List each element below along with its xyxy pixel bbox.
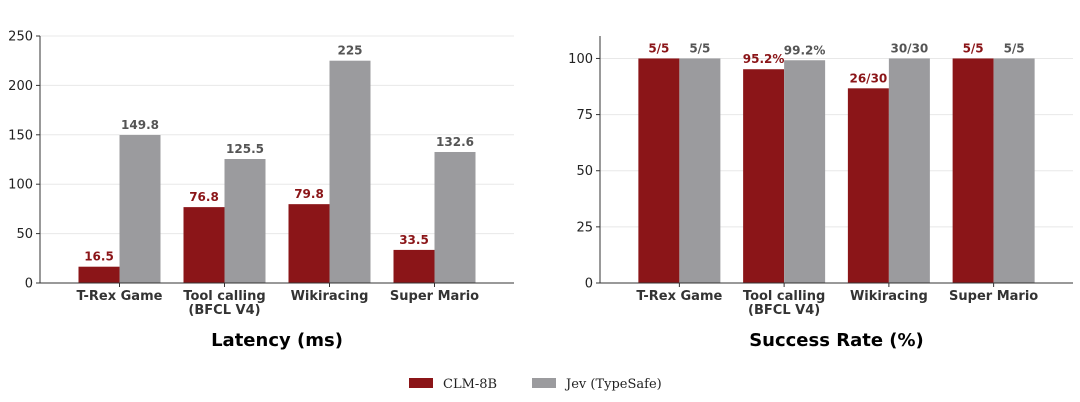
bar-jev: [434, 151, 476, 283]
y-tick-label: 150: [8, 128, 33, 143]
y-tick-label: 50: [16, 227, 33, 242]
y-tick-label: 0: [585, 277, 593, 292]
chart-title: Success Rate (%): [749, 330, 924, 351]
chart-panel-1: 0 50 100 150 200 250 16.5 76.8 79.8 33.5 149.8 125.…: [8, 30, 514, 351]
y-tick-label: 25: [576, 220, 593, 235]
data-label: 30/30: [890, 41, 928, 55]
x-tick-label: Super Mario: [949, 289, 1038, 304]
bar-clm: [183, 207, 225, 283]
y-tick-label: 0: [25, 277, 33, 292]
y-tick-label: 75: [576, 108, 593, 123]
bar-clm: [847, 88, 889, 283]
data-label: 95.2%: [743, 52, 785, 66]
x-tick-label: Super Mario: [390, 289, 479, 304]
x-tick-label: T-Rex Game: [77, 289, 163, 304]
data-label: 99.2%: [784, 43, 826, 57]
bar-clm: [78, 266, 120, 283]
y-tick-label: 50: [576, 164, 593, 179]
bar-jev: [224, 159, 266, 283]
chart-panel-2: 0 25 50 75 100 5/5 95.2% 26/30 5/5 5/5 99.2% 30/30 5…: [568, 36, 1073, 351]
x-tick-label: Wikiracing: [291, 289, 369, 304]
data-label: 5/5: [689, 41, 710, 55]
data-label: 5/5: [963, 41, 984, 55]
data-label: 26/30: [849, 71, 887, 85]
bar-clm: [952, 58, 994, 283]
legend: CLM-8B Jev (TypeSafe): [409, 377, 662, 392]
bar-clm: [393, 249, 435, 283]
bar-jev: [679, 58, 721, 283]
legend-label: CLM-8B: [443, 377, 497, 392]
legend-label: Jev (TypeSafe): [564, 377, 662, 392]
y-tick-label: 100: [568, 52, 593, 67]
legend-swatch: [532, 378, 556, 388]
bar-clm: [288, 204, 330, 283]
bar-jev: [784, 60, 826, 283]
x-tick-label: (BFCL V4): [748, 303, 820, 318]
y-tick-label: 250: [8, 30, 33, 45]
data-label: 132.6: [436, 135, 474, 149]
data-label: 125.5: [226, 142, 264, 156]
bar-jev: [119, 134, 161, 283]
x-tick-label: Wikiracing: [850, 289, 928, 304]
bar-jev: [888, 58, 930, 283]
bar-clm: [743, 69, 785, 283]
x-tick-label: (BFCL V4): [188, 303, 260, 318]
bar-jev: [329, 60, 371, 284]
x-tick-label: T-Rex Game: [636, 289, 722, 304]
data-label: 5/5: [1004, 41, 1025, 55]
data-label: 16.5: [84, 250, 114, 264]
data-label: 79.8: [294, 187, 324, 201]
data-label: 76.8: [189, 190, 219, 204]
bar-clm: [638, 58, 680, 283]
data-label: 5/5: [648, 41, 669, 55]
data-label: 225: [337, 44, 362, 58]
data-label: 149.8: [121, 118, 159, 132]
x-tick-label: Tool calling: [183, 289, 265, 304]
y-tick-label: 100: [8, 178, 33, 193]
x-tick-label: Tool calling: [743, 289, 825, 304]
bar-jev: [993, 58, 1035, 283]
y-tick-label: 200: [8, 79, 33, 94]
data-label: 33.5: [399, 233, 429, 247]
chart-title: Latency (ms): [211, 330, 343, 351]
legend-swatch: [409, 378, 433, 388]
